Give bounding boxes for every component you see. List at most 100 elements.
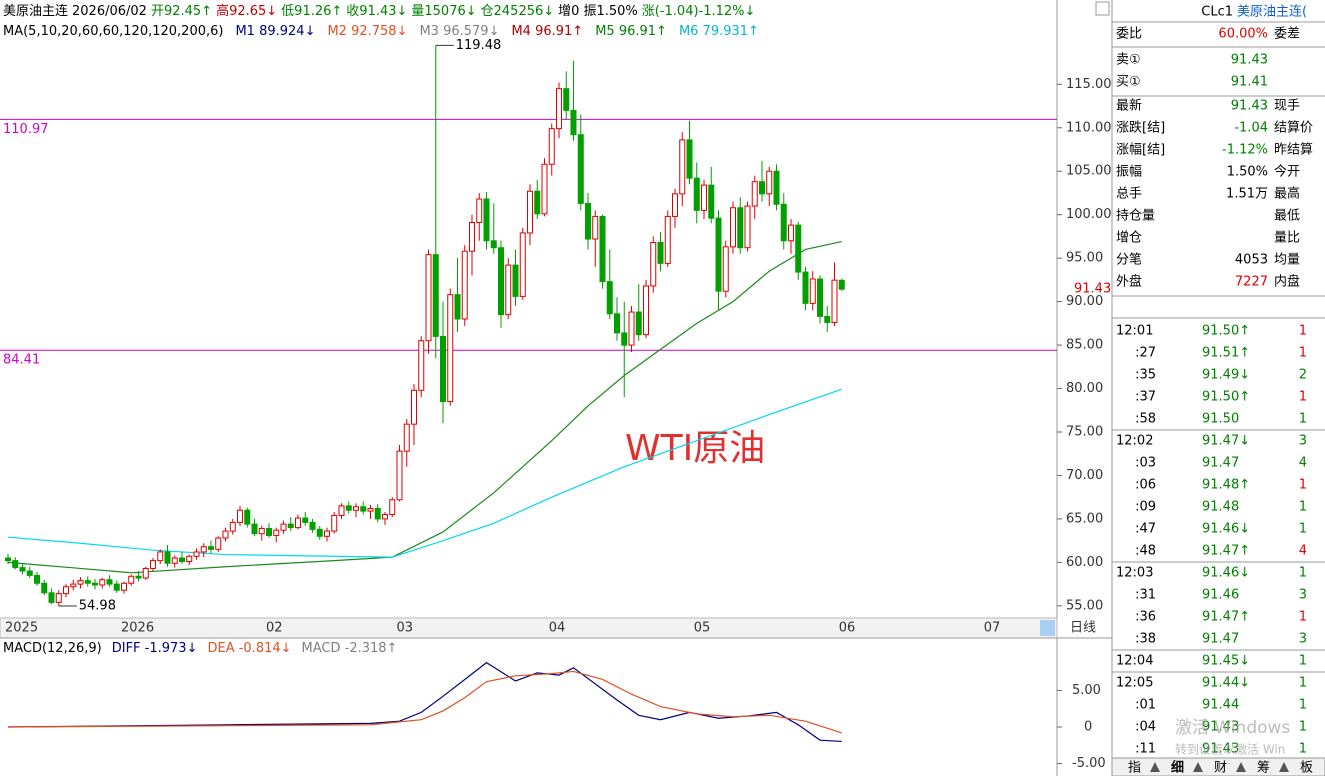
candle-body xyxy=(396,450,403,501)
quote-value: 4053 xyxy=(1235,253,1268,268)
tick-volume: 1 xyxy=(1299,324,1307,339)
quote-right-label: 最低 xyxy=(1274,209,1300,224)
tick-volume: 3 xyxy=(1299,588,1307,603)
candle-body xyxy=(447,294,454,403)
tick-time: :06 xyxy=(1135,478,1156,493)
tick-price: 91.46↓ xyxy=(1202,522,1250,537)
candle-body xyxy=(759,181,765,195)
ma-legend-item: M6 79.931↑ xyxy=(679,24,759,39)
candle-body xyxy=(418,340,425,391)
candle-body xyxy=(215,537,222,550)
candle-body xyxy=(186,555,193,563)
macd-title: MACD(12,26,9) xyxy=(3,641,102,656)
tick-price: 91.46 xyxy=(1202,588,1239,603)
scroll-box[interactable] xyxy=(1040,620,1055,636)
candle-body xyxy=(628,311,635,346)
date-axis-strip xyxy=(0,617,1058,639)
candle-body xyxy=(534,190,541,215)
candle-body xyxy=(360,506,367,512)
period-label[interactable]: 日线 xyxy=(1070,621,1096,636)
candle-body xyxy=(266,527,272,536)
candle-body xyxy=(403,423,410,452)
header-item: 收91.43↓ xyxy=(346,4,407,19)
tick-time: :48 xyxy=(1135,544,1156,559)
quote-label: 外盘 xyxy=(1116,274,1142,290)
y-tick-label: 60.00 xyxy=(1066,555,1103,570)
candle-body xyxy=(592,215,599,240)
ma-legend-item: M4 96.91↑ xyxy=(511,24,583,39)
reference-label: 84.41 xyxy=(3,353,40,368)
header-item: 仓245256↓ xyxy=(481,4,555,19)
candle-body xyxy=(171,557,178,564)
tick-volume: 1 xyxy=(1299,566,1307,581)
candle-body xyxy=(302,517,309,523)
x-tick-label: 03 xyxy=(397,621,414,636)
line xyxy=(7,388,842,558)
y-tick-label: 75.00 xyxy=(1066,424,1103,439)
candle-body xyxy=(548,128,555,165)
y-tick-label: 110.00 xyxy=(1066,120,1112,135)
tick-time: :37 xyxy=(1135,390,1156,405)
last-price-label: 91.43 xyxy=(1074,282,1111,297)
candle-body xyxy=(84,580,91,584)
legend-entry: DIFF -1.973↓ xyxy=(112,641,198,656)
candle-body xyxy=(563,88,570,111)
candle-body xyxy=(614,313,620,334)
window-button[interactable] xyxy=(1095,1,1110,16)
quote-label: 总手 xyxy=(1116,187,1142,202)
tab-arrow xyxy=(1236,762,1246,772)
quote-right-label: 量比 xyxy=(1274,231,1300,246)
candle-body xyxy=(643,285,649,336)
header-item-line: 美原油主连 2026/06/02 开92.45↑ 高92.65↓ 低91.26↑ 收91.… xyxy=(3,3,755,19)
tab[interactable]: 细 xyxy=(1171,760,1184,776)
tick-price: 91.48↑ xyxy=(1202,478,1250,493)
tick-time: :31 xyxy=(1135,588,1156,603)
tab[interactable]: 板 xyxy=(1300,761,1313,776)
candle-body xyxy=(824,315,831,323)
tab[interactable]: 指 xyxy=(1128,761,1141,776)
candle-body xyxy=(730,207,736,248)
candle-body xyxy=(374,507,381,520)
candle-body xyxy=(316,528,323,537)
quote-right-label: 昨结算 xyxy=(1274,143,1313,158)
x-tick-label: 04 xyxy=(549,621,566,636)
candle-body xyxy=(389,499,396,516)
candle-body xyxy=(780,203,787,242)
quote-right-label: 结算价 xyxy=(1274,121,1313,136)
candle-body xyxy=(454,294,461,320)
candle-body xyxy=(751,181,758,207)
x-tick-label: 05 xyxy=(694,621,711,636)
tab[interactable]: 财 xyxy=(1214,761,1227,776)
candle-body xyxy=(432,254,439,337)
candle-body xyxy=(693,177,700,211)
x-tick-label: 02 xyxy=(266,621,283,636)
tab-bar xyxy=(1111,757,1325,776)
tick-volume: 1 xyxy=(1299,676,1307,691)
quote-label: 振幅 xyxy=(1116,165,1142,180)
tick-price: 91.50 xyxy=(1202,412,1239,427)
candle-body xyxy=(585,202,591,240)
candle-body xyxy=(744,205,751,249)
candle-body xyxy=(12,560,19,569)
candle-body xyxy=(505,264,512,316)
quote-right-label: 委差 xyxy=(1274,27,1300,42)
quote-code: CLc1 xyxy=(1201,5,1233,20)
x-tick-label: 07 xyxy=(984,621,1001,636)
quote-value: 7227 xyxy=(1235,275,1268,290)
candle-body xyxy=(650,242,657,287)
candle-body xyxy=(353,506,359,511)
candle-body xyxy=(606,281,613,315)
tick-price: 91.47↑ xyxy=(1202,610,1250,625)
tab[interactable]: 筹 xyxy=(1257,760,1270,776)
candle-body xyxy=(519,232,526,297)
tick-time: 12:04 xyxy=(1116,654,1153,669)
candle-body xyxy=(229,521,236,532)
y-tick-label: 70.00 xyxy=(1066,468,1103,483)
tick-volume: 3 xyxy=(1299,632,1307,647)
macd-legend-line: MACD(12,26,9) DIFF -1.973↓ DEA -0.814↓ MACD… xyxy=(3,641,397,656)
candle-body xyxy=(77,580,84,585)
quote-right-label: 最高 xyxy=(1274,186,1300,202)
tick-price: 91.46↓ xyxy=(1202,566,1250,581)
tick-price: 91.49↓ xyxy=(1202,368,1250,383)
